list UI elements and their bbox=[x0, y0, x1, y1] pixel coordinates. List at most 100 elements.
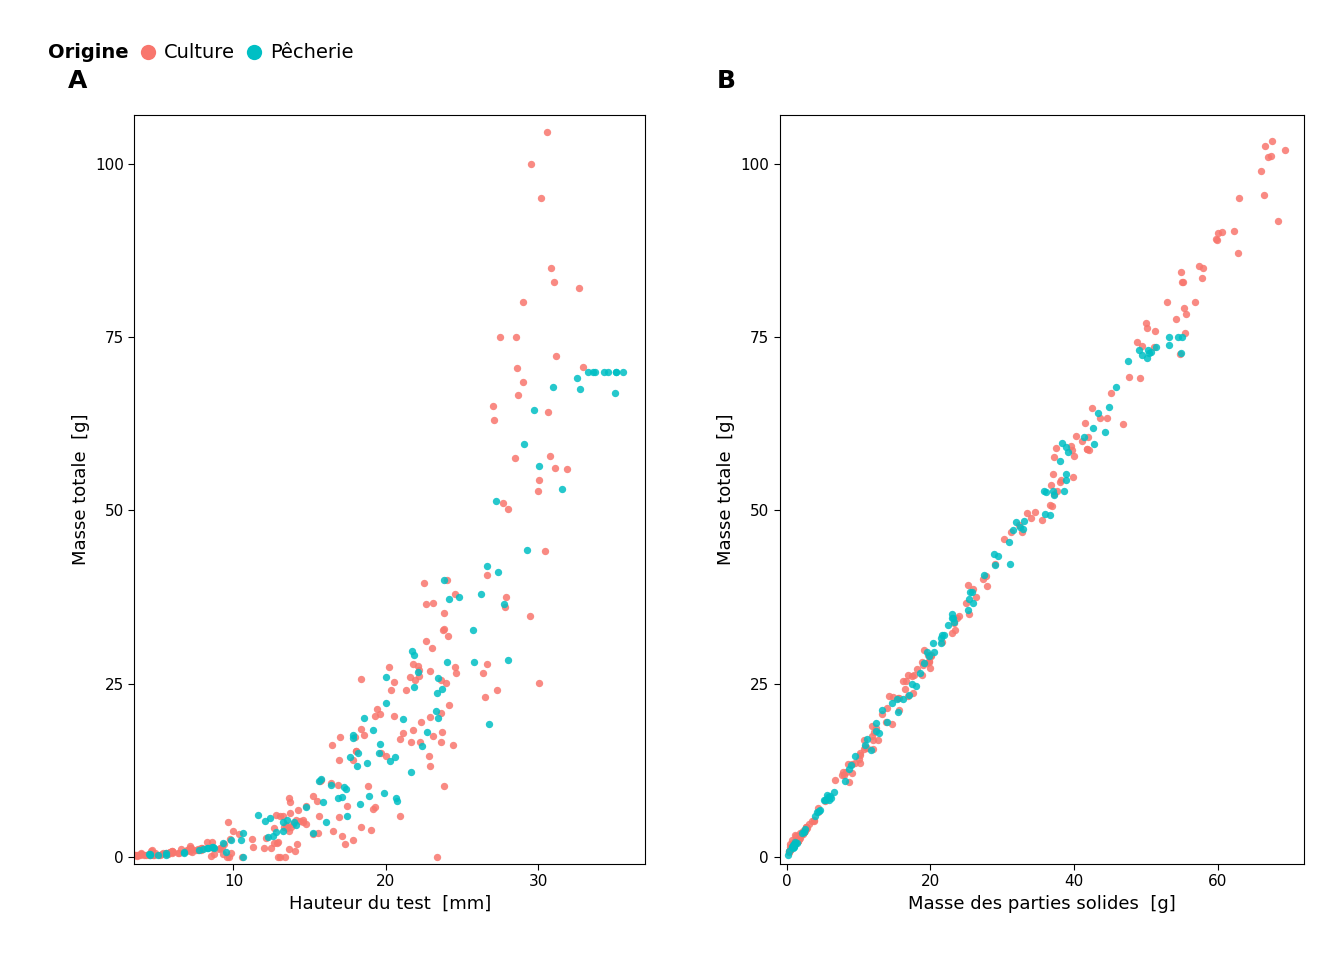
Point bbox=[612, 364, 633, 379]
Point bbox=[343, 831, 364, 847]
Point bbox=[528, 458, 550, 473]
Point bbox=[276, 818, 297, 833]
Point bbox=[856, 731, 878, 746]
Point bbox=[276, 821, 297, 836]
Point bbox=[156, 846, 177, 861]
Point bbox=[1032, 512, 1054, 527]
Point bbox=[472, 665, 493, 681]
Point bbox=[782, 839, 804, 854]
Point bbox=[157, 845, 179, 860]
Point bbox=[415, 634, 437, 649]
Point bbox=[910, 665, 931, 681]
Point bbox=[1145, 339, 1167, 354]
Point bbox=[192, 841, 214, 856]
Point bbox=[788, 834, 809, 850]
Point bbox=[263, 835, 285, 851]
Point bbox=[837, 756, 859, 772]
Point bbox=[941, 611, 962, 626]
Point bbox=[984, 558, 1005, 573]
Point bbox=[784, 828, 805, 843]
Point bbox=[796, 820, 817, 835]
Point bbox=[417, 724, 438, 739]
Point bbox=[784, 836, 805, 852]
Point bbox=[277, 819, 298, 834]
Point bbox=[203, 847, 224, 862]
Point bbox=[343, 731, 364, 746]
Point bbox=[140, 844, 161, 859]
Point bbox=[782, 840, 804, 855]
Point bbox=[292, 812, 313, 828]
Point bbox=[253, 841, 274, 856]
Point bbox=[364, 708, 386, 724]
Point bbox=[384, 750, 406, 765]
Point bbox=[1055, 440, 1077, 455]
Point bbox=[778, 844, 800, 859]
Point bbox=[960, 585, 981, 600]
Point bbox=[1105, 379, 1126, 395]
Point bbox=[1062, 469, 1083, 485]
Point bbox=[778, 843, 800, 858]
Point bbox=[1254, 138, 1275, 154]
Point bbox=[569, 381, 590, 396]
Point bbox=[1075, 442, 1097, 457]
Point bbox=[817, 792, 839, 807]
Point bbox=[141, 848, 163, 863]
Point bbox=[138, 847, 160, 862]
Point bbox=[489, 329, 511, 345]
Point bbox=[782, 837, 804, 852]
Point bbox=[788, 833, 809, 849]
Point bbox=[941, 625, 962, 640]
Point bbox=[296, 799, 317, 814]
Point bbox=[863, 724, 884, 739]
Point bbox=[309, 774, 331, 789]
Point bbox=[329, 730, 351, 745]
Point bbox=[462, 654, 484, 669]
Point bbox=[403, 647, 425, 662]
Point bbox=[516, 542, 538, 558]
Point bbox=[1051, 472, 1073, 488]
Point bbox=[796, 820, 817, 835]
Point bbox=[832, 764, 853, 780]
Point bbox=[138, 847, 160, 862]
Point bbox=[866, 715, 887, 731]
Point bbox=[1024, 504, 1046, 519]
Point bbox=[192, 841, 214, 856]
Point bbox=[919, 655, 941, 670]
Point bbox=[168, 846, 190, 861]
Point bbox=[286, 836, 308, 852]
Point bbox=[962, 581, 984, 596]
Point bbox=[919, 660, 941, 675]
Point bbox=[129, 848, 151, 863]
Point bbox=[208, 841, 230, 856]
Point bbox=[1141, 345, 1163, 360]
Point bbox=[233, 850, 254, 865]
Point bbox=[958, 591, 980, 607]
Point bbox=[380, 682, 402, 697]
Point bbox=[972, 571, 993, 587]
Point bbox=[788, 831, 809, 847]
Point bbox=[1173, 300, 1195, 316]
Point bbox=[853, 741, 875, 756]
Point bbox=[523, 402, 544, 418]
Point bbox=[285, 812, 306, 828]
Point bbox=[392, 726, 414, 741]
Point bbox=[792, 827, 813, 842]
Point bbox=[410, 714, 431, 730]
Point bbox=[527, 483, 548, 498]
Point bbox=[296, 800, 317, 815]
Point bbox=[476, 657, 497, 672]
Point bbox=[310, 772, 332, 787]
Point bbox=[1020, 511, 1042, 526]
Point bbox=[218, 814, 239, 829]
Point bbox=[943, 614, 965, 630]
Point bbox=[863, 732, 884, 748]
Point bbox=[1274, 142, 1296, 157]
Point bbox=[544, 461, 566, 476]
Point bbox=[203, 839, 224, 854]
Point bbox=[879, 688, 900, 704]
Point bbox=[798, 816, 820, 831]
Point bbox=[228, 826, 250, 841]
Point bbox=[407, 659, 429, 674]
Point bbox=[230, 832, 251, 848]
Point bbox=[1089, 410, 1110, 425]
